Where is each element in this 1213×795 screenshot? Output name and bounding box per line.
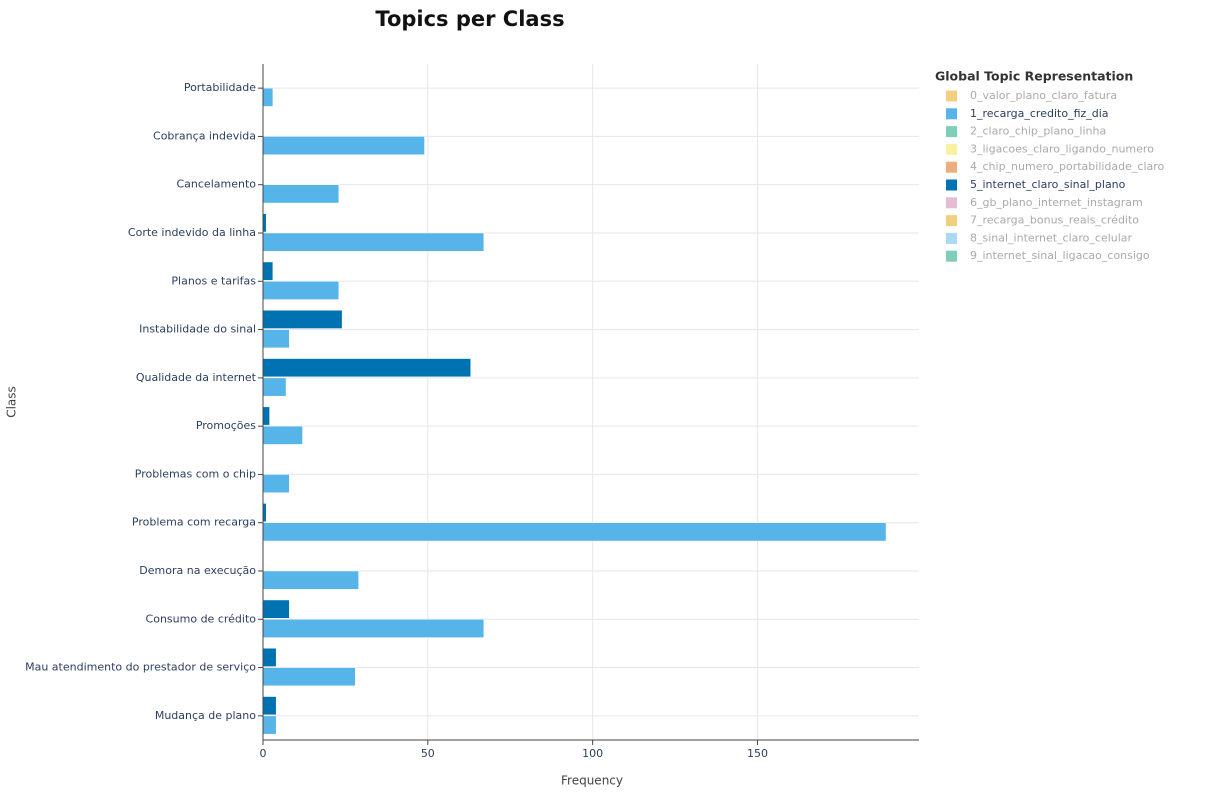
x-tick-label: 100 (582, 747, 603, 760)
x-tick-label: 0 (260, 747, 267, 760)
legend-swatch[interactable] (946, 143, 957, 155)
y-tick-label: Corte indevido da linha (128, 226, 256, 239)
bar (262, 599, 290, 619)
legend-label[interactable]: 9_internet_sinal_ligacao_consigo (970, 249, 1150, 262)
legend-label[interactable]: 6_gb_plano_internet_instagram (970, 196, 1143, 209)
y-tick-label: Cobrança indevida (153, 129, 256, 142)
chart-title: Topics per Class (375, 7, 564, 31)
y-tick-label: Planos e tarifas (171, 274, 256, 287)
bar (262, 570, 359, 590)
bar (262, 184, 340, 204)
legend-label[interactable]: 4_chip_numero_portabilidade_claro (970, 160, 1165, 173)
bar (262, 425, 303, 445)
legend-label[interactable]: 8_sinal_internet_claro_celular (970, 231, 1133, 244)
y-tick-label: Mau atendimento do prestador de serviço (25, 661, 256, 674)
legend-label[interactable]: 0_valor_plano_claro_fatura (970, 89, 1117, 102)
y-tick-label: Consumo de crédito (146, 612, 257, 625)
y-tick-label: Mudança de plano (155, 709, 256, 722)
bar (262, 406, 270, 426)
bar (262, 87, 274, 107)
y-tick-label: Demora na execução (139, 564, 256, 577)
legend-swatch[interactable] (946, 126, 957, 138)
y-tick-label: Promoções (196, 419, 256, 432)
bar (262, 310, 343, 329)
bar (262, 522, 887, 542)
x-tick-label: 150 (747, 747, 768, 760)
legend-swatch[interactable] (946, 161, 957, 173)
y-tick-label: Problemas com o chip (135, 467, 256, 480)
bar (262, 715, 277, 735)
bar (262, 281, 340, 300)
bar (262, 329, 290, 349)
bar (262, 377, 287, 397)
y-axis-title: Class (5, 386, 19, 418)
bar (262, 619, 485, 638)
legend-swatch[interactable] (946, 108, 957, 120)
legend-swatch[interactable] (946, 90, 957, 102)
y-tick-label: Problema com recarga (132, 516, 256, 529)
bar (262, 696, 277, 716)
legend-swatch[interactable] (946, 197, 957, 209)
bar (262, 232, 485, 252)
bar (262, 358, 471, 378)
y-tick-label: Portabilidade (184, 81, 256, 94)
bar (262, 136, 425, 155)
bar (262, 474, 290, 493)
bar (262, 648, 277, 667)
y-tick-label: Qualidade da internet (136, 371, 257, 384)
legend-swatch[interactable] (946, 250, 957, 262)
legend-label[interactable]: 5_internet_claro_sinal_plano (970, 178, 1126, 191)
legend-swatch[interactable] (946, 215, 957, 227)
legend-swatch[interactable] (946, 179, 957, 191)
bar (262, 261, 274, 281)
legend-label[interactable]: 3_ligacoes_claro_ligando_numero (970, 142, 1154, 155)
legend-label[interactable]: 1_recarga_credito_fiz_dia (970, 107, 1109, 120)
legend-title: Global Topic Representation (935, 69, 1133, 84)
x-axis-title: Frequency (561, 774, 623, 788)
y-tick-label: Cancelamento (176, 178, 256, 191)
legend-label[interactable]: 2_claro_chip_plano_linha (970, 125, 1106, 138)
legend-swatch[interactable] (946, 232, 957, 244)
y-tick-label: Instabilidade do sinal (139, 323, 256, 336)
x-tick-label: 50 (421, 747, 435, 760)
legend-label[interactable]: 7_recarga_bonus_reais_crédito (970, 214, 1139, 227)
bar (262, 667, 356, 687)
